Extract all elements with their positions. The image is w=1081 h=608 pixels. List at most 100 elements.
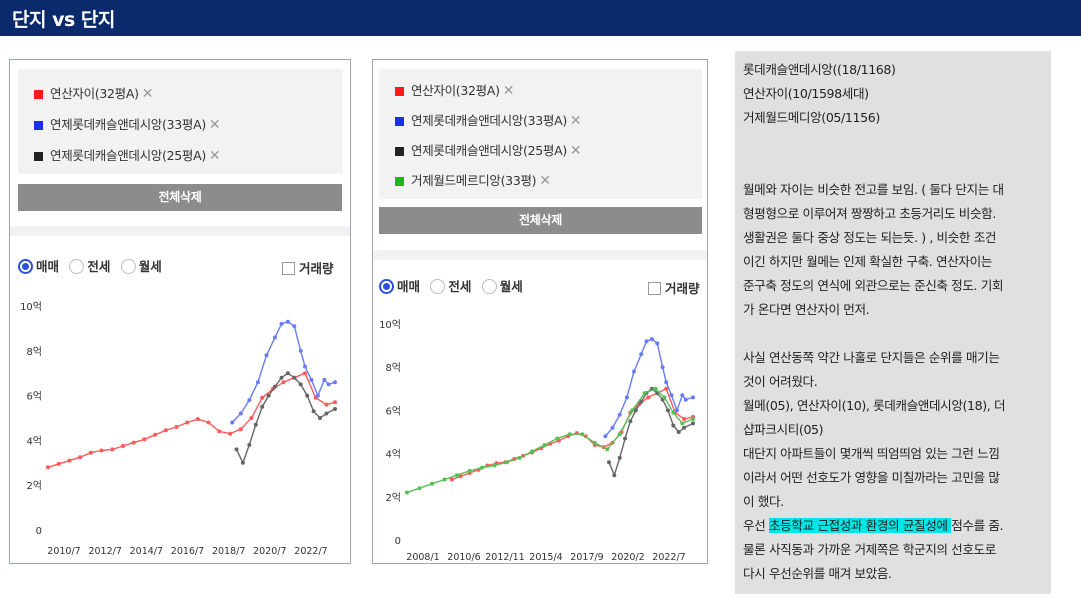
x-tick-label: 2010/6 — [447, 552, 480, 563]
checkbox-icon — [648, 282, 661, 295]
data-point — [240, 460, 245, 465]
data-point — [238, 427, 243, 432]
delete-all-button[interactable]: 전체삭제 — [18, 184, 342, 211]
data-point — [660, 365, 665, 370]
x-tick-label: 2012/11 — [485, 552, 524, 563]
data-point — [185, 420, 190, 425]
data-point — [430, 481, 434, 486]
data-point — [46, 465, 50, 470]
radio-jeonse[interactable]: 전세 — [430, 276, 471, 295]
data-point — [121, 444, 125, 448]
data-point — [603, 434, 608, 439]
legend-item: 연산자이(32평A) ✕ — [395, 80, 514, 99]
note-text: 우선 — [743, 518, 769, 533]
data-point — [680, 393, 685, 398]
radio-sale[interactable]: 매매 — [379, 276, 420, 295]
legend-item: 연제롯데캐슬앤데시앙(25평A) ✕ — [34, 145, 221, 164]
data-point — [671, 410, 676, 415]
data-point — [480, 465, 485, 470]
data-point — [649, 337, 654, 342]
data-point — [247, 442, 252, 447]
y-tick-label: 2억 — [385, 492, 401, 504]
legend-swatch — [395, 147, 404, 156]
data-point — [279, 375, 284, 380]
note-text: 점수를 줌. — [951, 518, 1004, 533]
data-point — [238, 411, 243, 416]
x-tick-label: 2022/7 — [294, 546, 327, 557]
data-point — [264, 353, 269, 358]
x-tick-label: 2015/4 — [529, 552, 562, 563]
data-point — [285, 319, 290, 324]
delete-all-button[interactable]: 전체삭제 — [379, 207, 702, 234]
legend-swatch — [395, 87, 404, 96]
radio-monthly[interactable]: 월세 — [481, 276, 523, 295]
note-spacer — [743, 130, 1051, 154]
note-text: 이 했다. — [743, 494, 784, 509]
radio-empty-icon — [69, 259, 85, 274]
close-icon[interactable]: ✕ — [141, 86, 154, 102]
data-point — [131, 440, 136, 445]
note-text: 사실 연산동쪽 약간 나홀로 단지들은 순위를 매기는 — [743, 350, 1000, 365]
x-tick-label: 2022/7 — [652, 552, 685, 563]
radio-jeonse[interactable]: 전세 — [69, 256, 110, 275]
radio-sale[interactable]: 매매 — [18, 256, 59, 275]
note-line: 우선 초등학교 근접성과 환경의 균질성에 점수를 줌. — [743, 514, 1051, 538]
radio-label: 매매 — [36, 259, 60, 274]
note-text: 이라서 어떤 선호도가 영향을 미칠까라는 고민을 많 — [743, 470, 1000, 485]
note-text: 다시 우선순위를 매겨 보았음. — [743, 566, 892, 581]
data-point — [303, 371, 307, 376]
radio-empty-icon — [481, 279, 497, 294]
data-point — [279, 321, 284, 326]
data-point — [630, 408, 635, 413]
series-line — [235, 372, 336, 465]
note-highlight: 초등학교 근접성과 환경의 균질성에 — [768, 518, 952, 533]
close-icon[interactable]: ✕ — [502, 83, 515, 99]
deal-type-radios: 매매 전세 월세 — [18, 256, 168, 275]
data-point — [266, 393, 271, 398]
volume-toggle[interactable]: 거래량 — [648, 278, 700, 297]
note-line: 다시 우선순위를 매겨 보았음. — [743, 562, 1051, 586]
close-icon[interactable]: ✕ — [569, 143, 582, 159]
legend-swatch — [34, 90, 43, 99]
data-point — [624, 395, 629, 400]
legend-swatch — [395, 117, 404, 126]
note-line: 생활권은 둘다 중상 정도는 되는듯. ) , 비슷한 조건 — [743, 226, 1051, 250]
note-text: 물론 사직동과 가까운 거제쪽은 학군지의 선호도로 — [743, 542, 996, 557]
data-point — [292, 375, 297, 380]
close-icon[interactable]: ✕ — [539, 173, 551, 189]
selected-complex-list: 연산자이(32평A) ✕ 연제롯데캐슬앤데시앙(33평A) ✕ 연제롯데캐슬앤데시앙… — [379, 69, 702, 199]
data-point — [281, 380, 286, 385]
series-line — [231, 320, 336, 423]
close-icon[interactable]: ✕ — [569, 113, 582, 129]
note-spacer — [743, 322, 1051, 346]
note-text: 것이 어려웠다. — [743, 374, 818, 389]
y-tick-label: 6억 — [26, 391, 42, 403]
note-line: 이라서 어떤 선호도가 영향을 미칠까라는 고민을 많 — [743, 466, 1051, 490]
radio-monthly[interactable]: 월세 — [120, 256, 162, 275]
y-tick-label: 6억 — [385, 405, 401, 417]
note-line: 이 했다. — [743, 490, 1051, 514]
radio-label: 전세 — [448, 279, 472, 294]
data-point — [664, 386, 669, 391]
legend-item: 연제롯데캐슬앤데시앙(33평A) ✕ — [395, 110, 582, 129]
data-point — [163, 428, 168, 433]
note-text: 가 온다면 연산자이 먼저. — [743, 302, 870, 317]
x-tick-label: 2010/7 — [47, 546, 80, 557]
close-icon[interactable]: ✕ — [208, 117, 221, 133]
legend-label: 연제롯데캐슬앤데시앙(33평A) — [50, 117, 206, 132]
series-line — [604, 338, 694, 437]
close-icon[interactable]: ✕ — [208, 148, 221, 164]
radio-empty-icon — [430, 279, 446, 294]
volume-toggle[interactable]: 거래량 — [282, 258, 334, 277]
data-point — [309, 377, 314, 382]
note-line: 대단지 아파트들이 몇개씩 띄엄띄엄 있는 그런 느낌 — [743, 442, 1051, 466]
data-point — [458, 474, 463, 479]
note-text: 형평형으로 이루어져 짱짱하고 초등거리도 비슷함. — [743, 206, 996, 221]
data-point — [326, 382, 331, 387]
x-tick-label: 2008/1 — [406, 552, 439, 563]
x-tick-label: 2020/7 — [253, 546, 286, 557]
data-point — [449, 477, 454, 482]
note-line: 롯데캐슬앤데시앙((18/1168) — [743, 58, 1051, 82]
data-point — [253, 422, 258, 427]
data-point — [318, 416, 322, 420]
